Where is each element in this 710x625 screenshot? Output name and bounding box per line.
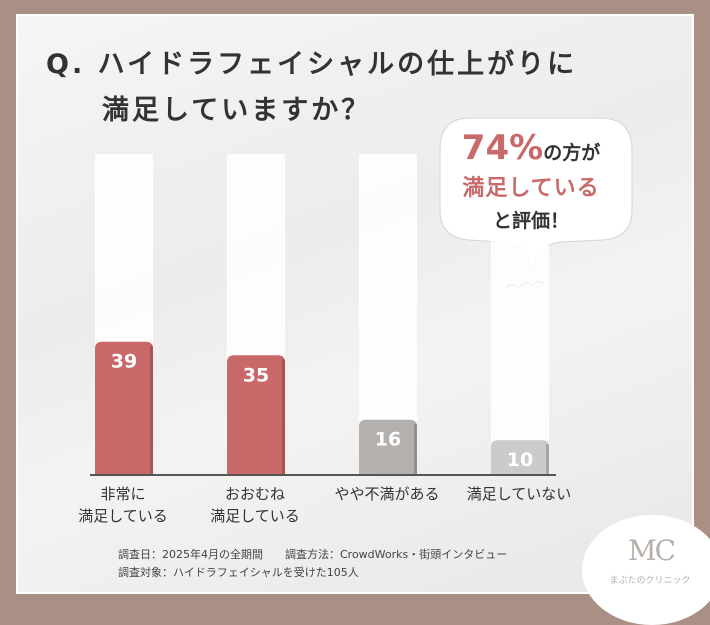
callout-text: 74%の方が 満足している と評価！ bbox=[446, 128, 616, 233]
bar bbox=[227, 355, 285, 474]
clinic-logo-name: まぶたのクリニック bbox=[609, 576, 691, 586]
bar-shadow bbox=[282, 359, 285, 474]
category-label-1: 非常に 満足している bbox=[78, 485, 168, 525]
callout-line-3: と評価！ bbox=[492, 210, 569, 232]
logo-badge bbox=[582, 515, 710, 625]
footer-line-2: 調査対象：ハイドラフェイシャルを受けた105人 bbox=[118, 566, 359, 579]
bar-track bbox=[491, 154, 549, 474]
callout-line-2: 満足している bbox=[462, 176, 600, 201]
bar-shadow bbox=[546, 444, 549, 474]
bar-value-label: 16 bbox=[375, 429, 401, 451]
chart-title: Q. ハイドラフェイシャルの仕上がりに 満足していますか？ bbox=[46, 42, 646, 134]
bar-value-label: 10 bbox=[507, 449, 533, 471]
bar-shadow bbox=[150, 345, 153, 474]
title-line-1: Q. ハイドラフェイシャルの仕上がりに bbox=[46, 49, 578, 80]
bar-value-label: 39 bbox=[111, 351, 137, 373]
title-line-2: 満足していますか？ bbox=[102, 95, 372, 126]
callout-suffix: の方が bbox=[543, 142, 601, 164]
clinic-logo-mark: MC bbox=[628, 534, 676, 567]
footer-line-1: 調査日：2025年4月の全期間 調査方法：CrowdWorks・街頭インタビュー bbox=[118, 548, 508, 561]
bar bbox=[359, 419, 417, 474]
bar bbox=[95, 341, 153, 474]
bar-chart: 39 35 16 10 bbox=[90, 117, 633, 476]
bar-shadow bbox=[414, 423, 417, 474]
category-label-4: 満足していない bbox=[466, 485, 572, 503]
survey-footer: 調査日：2025年4月の全期間 調査方法：CrowdWorks・街頭インタビュー… bbox=[118, 546, 507, 582]
callout-percent: 74% bbox=[461, 128, 544, 168]
category-label-3: やや不満がある bbox=[334, 485, 440, 503]
category-label-2: おおむね 満足している bbox=[210, 485, 300, 525]
bar bbox=[491, 440, 549, 474]
bar-value-label: 35 bbox=[243, 364, 269, 386]
